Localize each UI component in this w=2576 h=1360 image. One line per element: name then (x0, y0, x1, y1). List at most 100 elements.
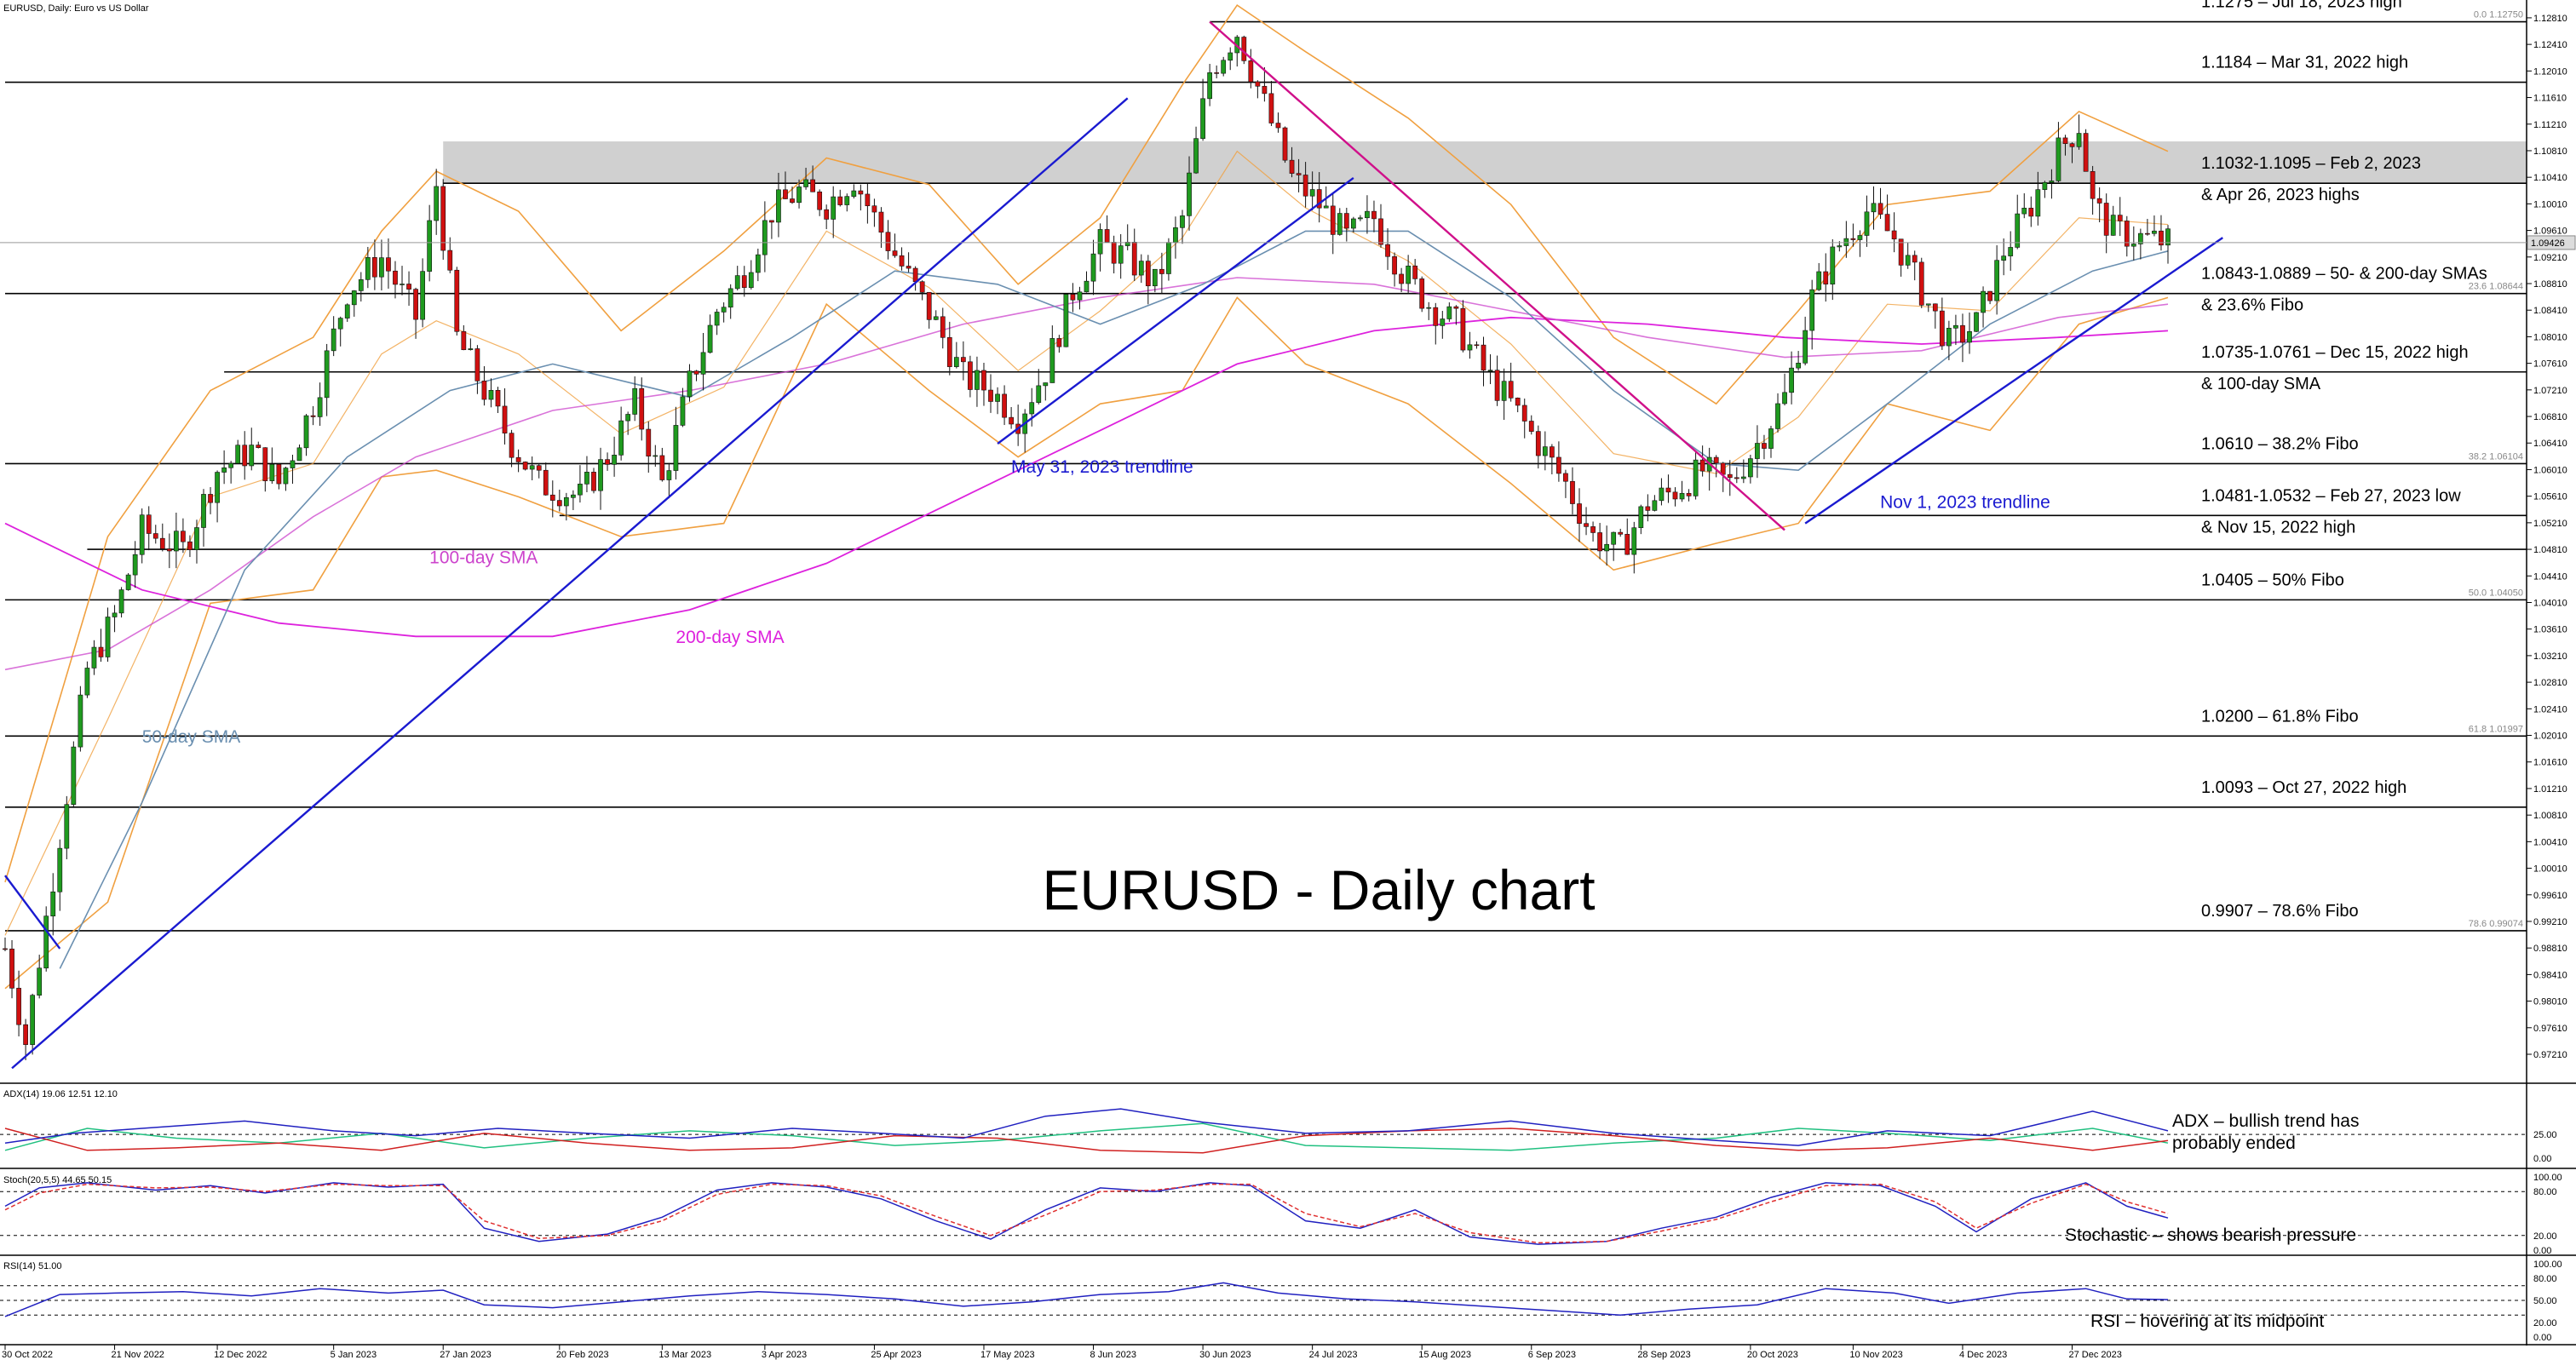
candle (605, 452, 610, 471)
candle-body (84, 668, 90, 696)
price-tick-label: 1.07210 (2533, 386, 2567, 396)
candle-body (118, 589, 124, 614)
candle-body (420, 271, 425, 320)
price-tick-label: 1.03210 (2533, 651, 2567, 662)
fibo-tag: 78.6 0.99074 (2469, 919, 2523, 929)
rsi-tick-label: 0.00 (2533, 1333, 2551, 1343)
candle (1453, 305, 1459, 325)
candle (1501, 368, 1507, 421)
candle-body (98, 646, 104, 657)
candle-body (269, 463, 275, 481)
candle-body (1843, 238, 1849, 246)
candle (1987, 290, 1992, 305)
price-tick-label: 1.06410 (2533, 439, 2567, 449)
candle-body (646, 428, 652, 456)
price-tick-label: 1.00410 (2533, 837, 2567, 847)
candle (386, 238, 391, 289)
candle-body (37, 967, 43, 996)
moving-averages-layer (4, 3, 2169, 990)
candle (1871, 186, 1877, 230)
level-label: 1.0200 – 61.8% Fibo (2201, 707, 2359, 726)
candle (659, 447, 665, 482)
candle-body (1501, 381, 1507, 401)
candle-body (1877, 203, 1883, 215)
candle (878, 207, 884, 249)
candle-body (1077, 291, 1083, 301)
candle-body (221, 467, 227, 473)
candle-body (1111, 242, 1117, 264)
candle (1672, 487, 1678, 507)
rsi-annotation: RSI – hovering at its midpoint (2090, 1311, 2324, 1331)
candle-body (734, 275, 740, 290)
candle (502, 388, 508, 445)
candle (454, 267, 460, 336)
candle (2152, 215, 2157, 237)
candle-body (776, 189, 781, 223)
candle (1925, 303, 1931, 313)
price-tick-label: 1.08410 (2533, 306, 2567, 316)
adx-line (4, 1108, 2169, 1146)
candle-body (1248, 60, 1254, 83)
candle-body (1631, 527, 1637, 555)
adx-annotation: ADX – bullish trend has (2172, 1111, 2359, 1131)
symbol-label: EURUSD, Daily: Euro vs US Dollar (3, 3, 149, 14)
candle (310, 405, 316, 426)
candle (515, 449, 521, 473)
candle-body (1302, 175, 1308, 197)
candle (529, 456, 535, 480)
candle-body (953, 357, 959, 367)
candle (1686, 489, 1692, 502)
candle (1974, 312, 1979, 332)
candle (1282, 126, 1288, 164)
candle-body (892, 250, 898, 256)
candle (2117, 197, 2123, 237)
long-uptrend-line (11, 97, 1129, 1070)
candle (1063, 294, 1069, 347)
price-tick-label: 1.00010 (2533, 864, 2567, 875)
candle-body (865, 193, 871, 207)
candle-body (1884, 214, 1890, 232)
candle (865, 183, 871, 224)
candle-body (393, 270, 398, 285)
candle (1590, 521, 1596, 542)
candle-body (447, 250, 453, 271)
candle-body (358, 279, 364, 291)
price-tick-label: 0.97610 (2533, 1024, 2567, 1034)
price-tick-label: 0.99210 (2533, 917, 2567, 927)
candle (940, 307, 946, 349)
level-label: 1.0610 – 38.2% Fibo (2201, 434, 2359, 453)
candle (2042, 181, 2048, 198)
candle (434, 169, 440, 235)
level-label: 1.0405 – 50% Fibo (2201, 571, 2344, 589)
candle-body (57, 847, 63, 892)
date-tick-label: 4 Dec 2023 (1959, 1350, 2007, 1360)
candle (1762, 434, 1767, 460)
candle (1515, 397, 1521, 413)
date-tick-label: 12 Dec 2022 (214, 1350, 267, 1360)
candle-body (235, 445, 241, 464)
current-price-box (2527, 235, 2576, 250)
candle-body (543, 469, 549, 496)
candle (1049, 325, 1055, 383)
candle (57, 839, 63, 911)
candle (283, 467, 289, 491)
candle-body (1316, 189, 1322, 209)
stoch-tick-label: 80.00 (2533, 1187, 2557, 1197)
candle-body (256, 445, 262, 448)
candle-body (1652, 500, 1658, 511)
candle-body (201, 494, 206, 528)
candle (837, 189, 843, 207)
candle-body (461, 330, 467, 351)
candle (1090, 239, 1096, 296)
candle (2056, 122, 2061, 182)
candle-body (331, 328, 336, 352)
candle (1740, 459, 1746, 484)
level-sublabel: & Nov 15, 2022 high (2201, 518, 2355, 537)
candle (201, 489, 206, 547)
candle (1939, 297, 1945, 350)
candle (2069, 142, 2075, 164)
date-tick-label: 10 Nov 2023 (1849, 1350, 1902, 1360)
candle-body (276, 463, 282, 485)
candle-body (1624, 534, 1630, 555)
candle (159, 523, 165, 552)
